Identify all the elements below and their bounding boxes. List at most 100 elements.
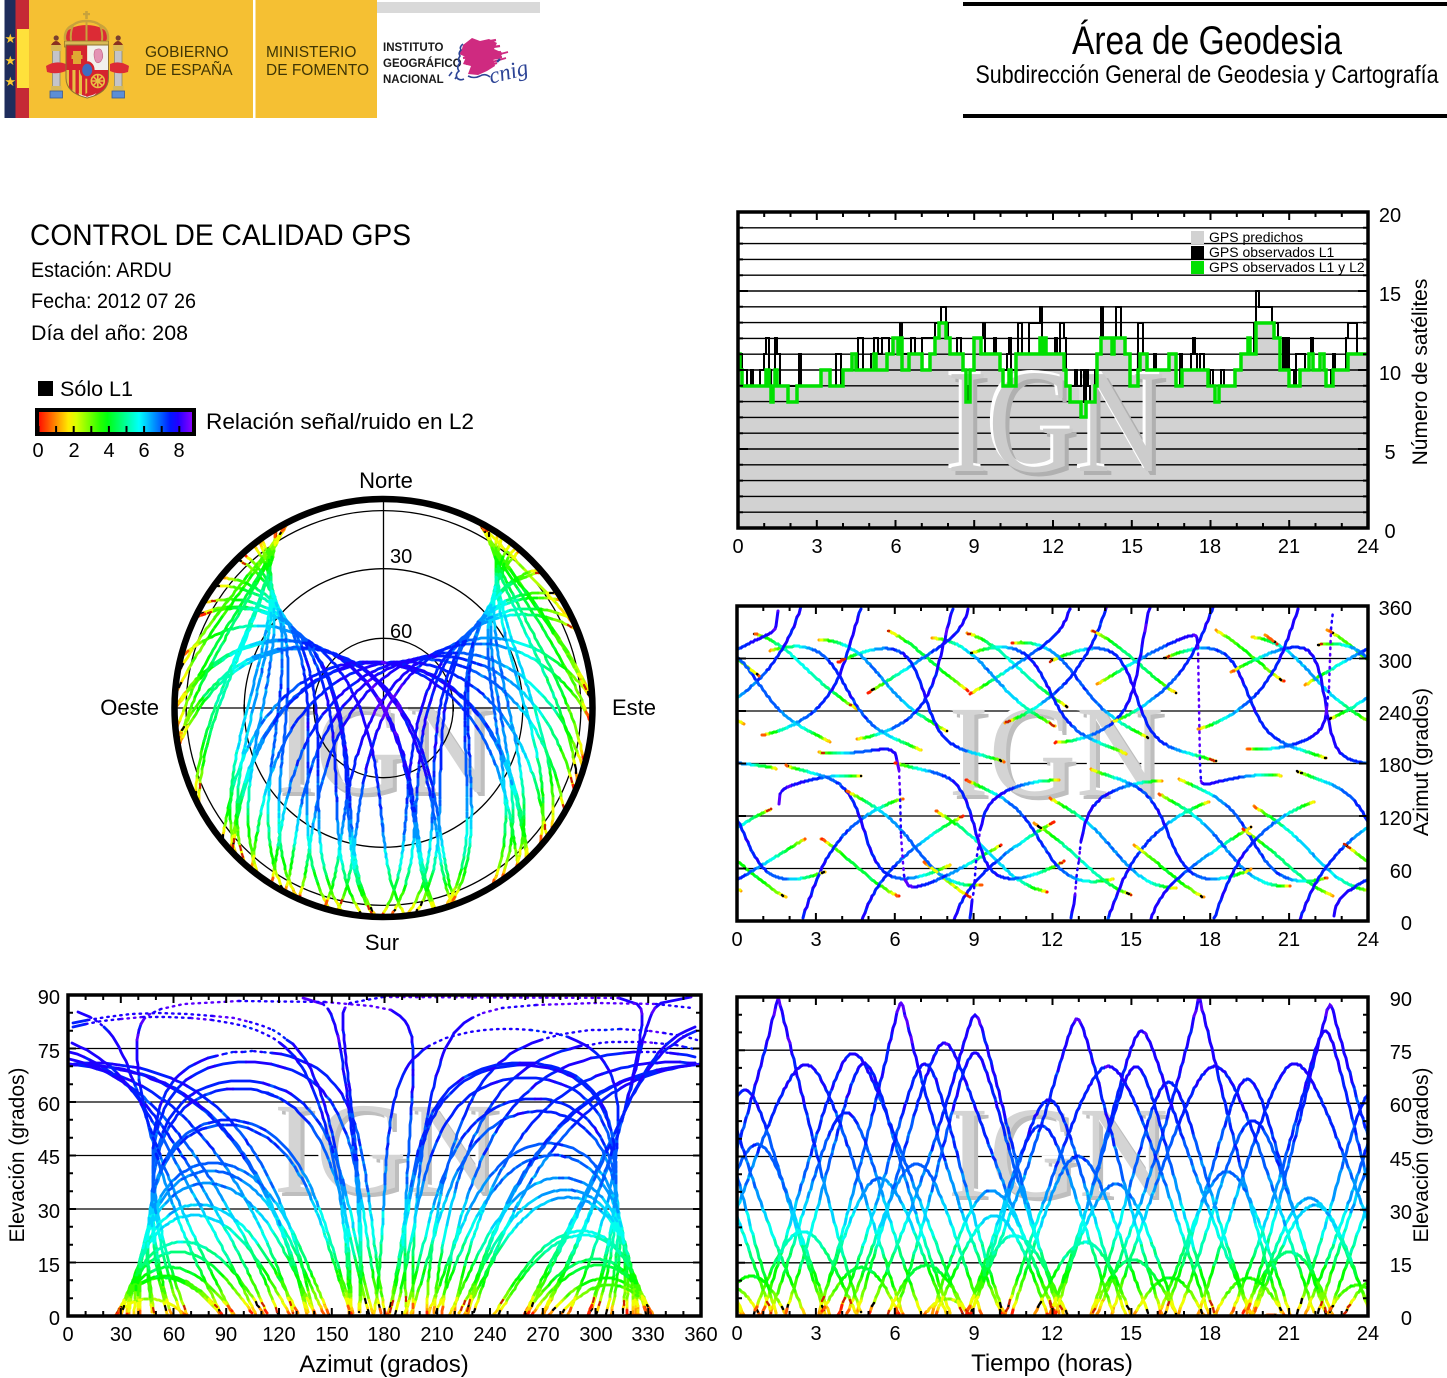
svg-text:30: 30 — [1390, 1202, 1412, 1224]
svg-text:60: 60 — [390, 621, 412, 643]
svg-text:8: 8 — [173, 440, 184, 462]
svg-text:30: 30 — [110, 1324, 132, 1346]
svg-text:0: 0 — [732, 536, 743, 558]
svg-text:210: 210 — [420, 1324, 453, 1346]
svg-text:Área de Geodesia: Área de Geodesia — [1072, 18, 1343, 63]
svg-text:MINISTERIO: MINISTERIO — [266, 44, 356, 61]
svg-text:★: ★ — [4, 53, 16, 68]
svg-text:75: 75 — [1390, 1042, 1412, 1064]
svg-text:12: 12 — [1041, 1323, 1063, 1345]
svg-text:Elevación (grados): Elevación (grados) — [1410, 1067, 1433, 1242]
svg-text:15: 15 — [1121, 536, 1143, 558]
svg-text:10: 10 — [1379, 363, 1401, 385]
svg-text:18: 18 — [1199, 536, 1221, 558]
svg-text:IGN: IGN — [946, 677, 1161, 821]
svg-text:0: 0 — [49, 1308, 60, 1330]
svg-text:★: ★ — [4, 74, 16, 89]
svg-text:60: 60 — [38, 1094, 60, 1116]
svg-text:150: 150 — [315, 1324, 348, 1346]
svg-text:15: 15 — [1120, 929, 1142, 951]
svg-text:15: 15 — [1379, 284, 1401, 306]
svg-text:60: 60 — [1390, 861, 1412, 883]
svg-text:IGN: IGN — [947, 340, 1165, 504]
svg-text:24: 24 — [1357, 1323, 1379, 1345]
svg-text:360: 360 — [684, 1324, 717, 1346]
svg-text:0: 0 — [1401, 1308, 1412, 1330]
svg-text:CONTROL DE CALIDAD GPS: CONTROL DE CALIDAD GPS — [30, 219, 411, 252]
svg-text:0: 0 — [731, 929, 742, 951]
svg-text:INSTITUTO: INSTITUTO — [383, 42, 444, 54]
svg-text:60: 60 — [1390, 1095, 1412, 1117]
svg-text:6: 6 — [889, 1323, 900, 1345]
svg-text:Relación señal/ruido en L2: Relación señal/ruido en L2 — [206, 409, 474, 434]
svg-text:GPS observados L1: GPS observados L1 — [1209, 244, 1335, 260]
svg-text:15: 15 — [1120, 1323, 1142, 1345]
svg-text:60: 60 — [163, 1324, 185, 1346]
svg-text:20: 20 — [1379, 205, 1401, 227]
svg-text:75: 75 — [38, 1041, 60, 1063]
svg-text:Día del año: 208: Día del año: 208 — [31, 322, 188, 345]
svg-text:90: 90 — [1390, 989, 1412, 1011]
svg-text:DE FOMENTO: DE FOMENTO — [266, 62, 369, 79]
svg-text:2: 2 — [68, 440, 79, 462]
svg-text:Sur: Sur — [365, 930, 399, 955]
svg-text:330: 330 — [631, 1324, 664, 1346]
svg-text:0: 0 — [1384, 521, 1395, 543]
svg-text:21: 21 — [1278, 1323, 1300, 1345]
svg-text:Elevación (grados): Elevación (grados) — [6, 1067, 29, 1242]
svg-text:360: 360 — [1379, 598, 1412, 620]
svg-text:90: 90 — [38, 987, 60, 1009]
svg-text:3: 3 — [811, 536, 822, 558]
svg-text:12: 12 — [1041, 929, 1063, 951]
svg-text:270: 270 — [526, 1324, 559, 1346]
svg-text:45: 45 — [38, 1147, 60, 1169]
svg-text:6: 6 — [890, 536, 901, 558]
svg-text:21: 21 — [1278, 536, 1300, 558]
svg-text:Estación: ARDU: Estación: ARDU — [31, 259, 172, 282]
svg-text:30: 30 — [390, 546, 412, 568]
svg-text:GOBIERNO: GOBIERNO — [145, 44, 229, 61]
svg-text:0: 0 — [731, 1323, 742, 1345]
svg-text:Número de satélites: Número de satélites — [1409, 279, 1432, 466]
svg-text:12: 12 — [1042, 536, 1064, 558]
svg-text:0: 0 — [1401, 913, 1412, 935]
svg-text:Azimut (grados): Azimut (grados) — [1410, 688, 1433, 836]
svg-text:★: ★ — [4, 31, 16, 46]
svg-text:18: 18 — [1199, 1323, 1221, 1345]
svg-text:240: 240 — [473, 1324, 506, 1346]
svg-text:Sólo L1: Sólo L1 — [60, 378, 133, 401]
svg-text:4: 4 — [103, 440, 114, 462]
svg-text:Tiempo (horas): Tiempo (horas) — [971, 1350, 1133, 1377]
svg-text:18: 18 — [1199, 929, 1221, 951]
svg-text:3: 3 — [810, 1323, 821, 1345]
svg-text:0: 0 — [32, 440, 43, 462]
svg-text:24: 24 — [1357, 929, 1379, 951]
svg-text:15: 15 — [38, 1255, 60, 1277]
svg-text:Este: Este — [612, 695, 656, 720]
svg-text:NACIONAL: NACIONAL — [383, 74, 444, 86]
svg-text:IGN: IGN — [944, 337, 1162, 501]
svg-text:Fecha: 2012 07 26: Fecha: 2012 07 26 — [31, 290, 196, 313]
svg-text:21: 21 — [1278, 929, 1300, 951]
svg-text:15: 15 — [1390, 1255, 1412, 1277]
svg-text:45: 45 — [1390, 1149, 1412, 1171]
svg-text:Norte: Norte — [359, 468, 413, 493]
svg-text:Azimut (grados): Azimut (grados) — [299, 1351, 468, 1378]
svg-text:9: 9 — [968, 536, 979, 558]
svg-text:IGN: IGN — [951, 344, 1169, 508]
svg-text:120: 120 — [262, 1324, 295, 1346]
svg-text:GEOGRÁFICO: GEOGRÁFICO — [383, 57, 462, 70]
svg-text:Oeste: Oeste — [100, 695, 159, 720]
svg-text:240: 240 — [1379, 703, 1412, 725]
svg-text:30: 30 — [38, 1201, 60, 1223]
svg-text:9: 9 — [968, 1323, 979, 1345]
svg-text:0: 0 — [62, 1324, 73, 1346]
svg-text:180: 180 — [367, 1324, 400, 1346]
svg-text:90: 90 — [215, 1324, 237, 1346]
svg-text:5: 5 — [1384, 442, 1395, 464]
svg-text:Subdirección General de Geodes: Subdirección General de Geodesia y Carto… — [976, 61, 1439, 89]
svg-text:9: 9 — [968, 929, 979, 951]
svg-text:6: 6 — [889, 929, 900, 951]
svg-text:300: 300 — [1379, 651, 1412, 673]
svg-text:120: 120 — [1379, 808, 1412, 830]
